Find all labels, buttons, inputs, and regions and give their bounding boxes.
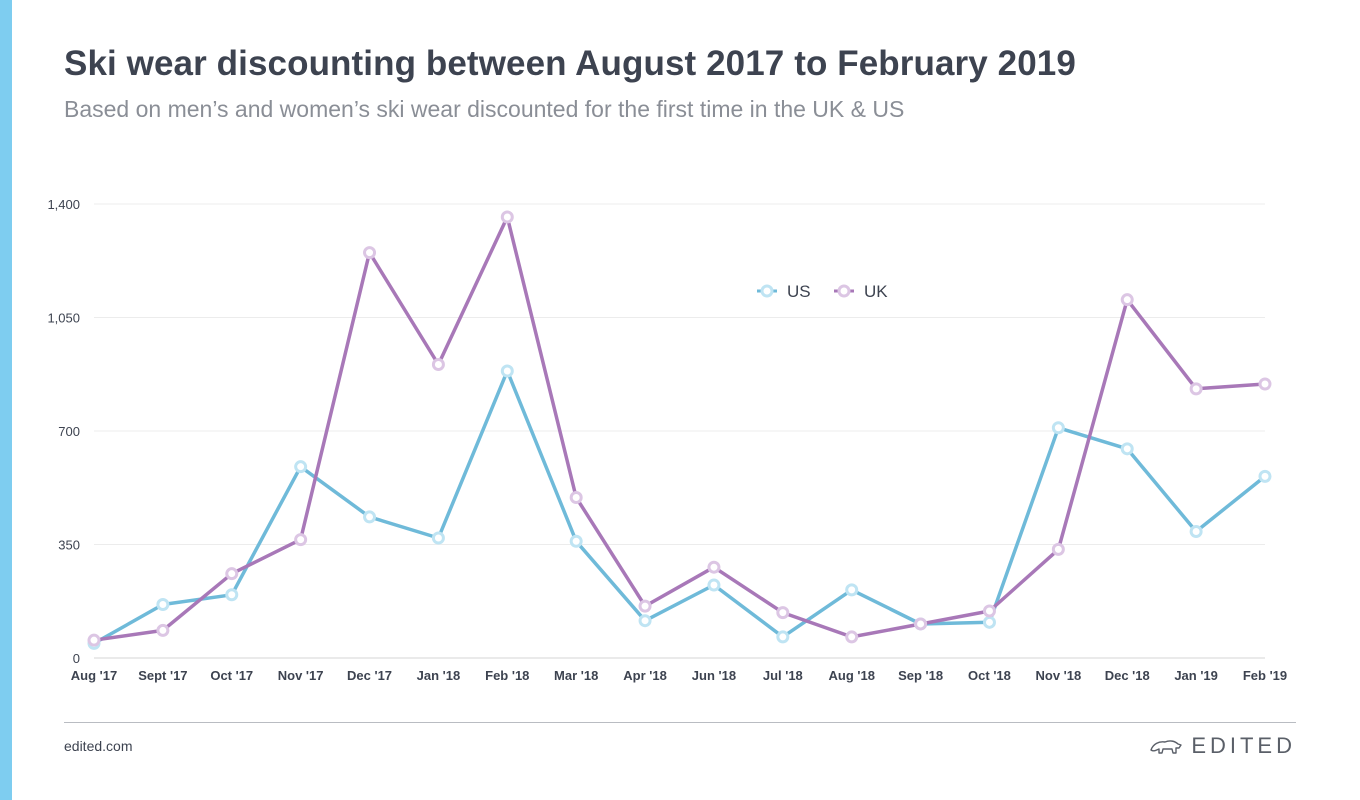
x-tick-label: Oct '18 (968, 668, 1011, 683)
data-point-us (363, 510, 377, 524)
x-tick-label: Jun '18 (692, 668, 736, 683)
data-point-uk (156, 623, 170, 637)
series-group (87, 210, 1272, 650)
x-tick-label: Jan '19 (1174, 668, 1218, 683)
data-point-us (1120, 442, 1134, 456)
data-point-uk (707, 560, 721, 574)
chart-title: Ski wear discounting between August 2017… (64, 44, 1076, 83)
data-point-us (569, 534, 583, 548)
data-point-us (156, 597, 170, 611)
brand-name: EDITED (1191, 733, 1296, 758)
x-tick-label: Feb '19 (1243, 668, 1287, 683)
footer-site-link[interactable]: edited.com (64, 738, 133, 754)
legend-swatch-marker (760, 284, 774, 298)
data-point-uk (638, 599, 652, 613)
x-tick-label: Apr '18 (623, 668, 667, 683)
data-point-uk (776, 606, 790, 620)
brand-logo: EDITED (1149, 733, 1296, 759)
data-point-uk (225, 567, 239, 581)
x-tick-label: Sept '17 (138, 668, 187, 683)
data-point-uk (982, 604, 996, 618)
line-chart: 0 350 700 1,050 1,400 Aug '17 Sept '17 Oct '17… (47, 197, 1287, 683)
x-tick-label: Mar '18 (554, 668, 598, 683)
accent-bar (0, 0, 12, 800)
series-line-uk (92, 215, 1267, 642)
y-tick-label: 1,050 (47, 311, 80, 326)
data-point-uk (363, 246, 377, 260)
series-line-us (92, 369, 1267, 646)
data-point-uk (914, 617, 928, 631)
x-tick-label: Jan '18 (417, 668, 461, 683)
y-axis-ticks: 0 350 700 1,050 1,400 (47, 197, 80, 666)
data-point-us (638, 614, 652, 628)
x-tick-label: Aug '17 (71, 668, 117, 683)
data-point-uk (294, 533, 308, 547)
legend: US UK (757, 282, 888, 301)
x-tick-label: Aug '18 (828, 668, 874, 683)
data-point-uk (500, 210, 514, 224)
y-tick-label: 0 (73, 651, 80, 666)
y-tick-label: 700 (58, 424, 80, 439)
polar-bear-icon (1150, 740, 1183, 754)
data-point-uk (1258, 377, 1272, 391)
y-tick-label: 1,400 (47, 197, 80, 212)
data-point-us (225, 588, 239, 602)
x-tick-label: Jul '18 (763, 668, 803, 683)
data-point-us (707, 578, 721, 592)
legend-label-us: US (787, 282, 811, 301)
data-point-us (1258, 469, 1272, 483)
legend-label-uk: UK (864, 282, 888, 301)
x-tick-label: Sep '18 (898, 668, 943, 683)
data-point-uk (1120, 293, 1134, 307)
data-point-uk (845, 630, 859, 644)
legend-swatch-marker (837, 284, 851, 298)
data-point-us (431, 531, 445, 545)
x-tick-label: Nov '18 (1035, 668, 1081, 683)
x-tick-label: Dec '17 (347, 668, 392, 683)
x-tick-label: Oct '17 (210, 668, 253, 683)
x-tick-label: Feb '18 (485, 668, 529, 683)
data-point-us (294, 460, 308, 474)
data-point-uk (1189, 382, 1203, 396)
x-tick-label: Dec '18 (1105, 668, 1150, 683)
chart-subtitle: Based on men’s and women’s ski wear disc… (64, 96, 905, 122)
data-point-us (1051, 421, 1065, 435)
data-point-us (500, 364, 514, 378)
data-point-us (845, 583, 859, 597)
data-point-uk (1051, 542, 1065, 556)
x-axis-ticks: Aug '17 Sept '17 Oct '17 Nov '17 Dec '17 Jan … (71, 668, 1287, 683)
footer-divider (64, 722, 1296, 723)
y-tick-label: 350 (58, 538, 80, 553)
data-point-uk (569, 490, 583, 504)
data-point-us (982, 615, 996, 629)
data-point-uk (431, 358, 445, 372)
data-point-us (776, 630, 790, 644)
data-point-us (1189, 525, 1203, 539)
data-point-uk (87, 633, 101, 647)
x-tick-label: Nov '17 (278, 668, 324, 683)
